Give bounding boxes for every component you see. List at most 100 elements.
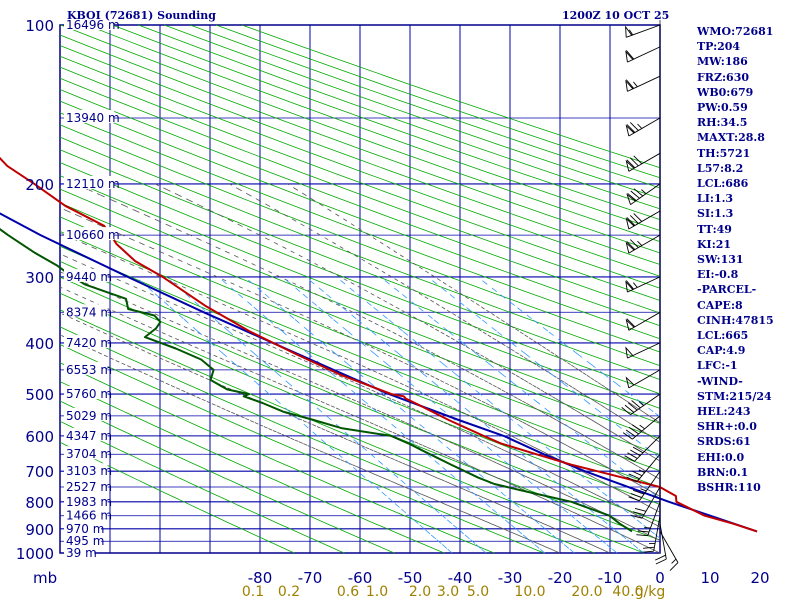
sounding-index: KI:21 — [697, 237, 732, 251]
wind-barb-850 — [642, 515, 661, 553]
height-label: 2527 m — [66, 480, 112, 494]
sounding-index: SHR+:0.0 — [697, 420, 757, 434]
sounding-index: BSHR:110 — [697, 481, 761, 495]
temperature-tick-label: -80 — [248, 569, 273, 587]
dry-adiabat — [60, 24, 661, 242]
temperature-tick-label: -40 — [448, 569, 473, 587]
wind-barb-400 — [625, 342, 661, 359]
mixing-ratio-label: 5.0 — [467, 584, 489, 600]
height-label: 4347 m — [66, 429, 112, 443]
dry-adiabat — [59, 162, 661, 395]
dry-adiabat — [59, 55, 661, 277]
height-label: 5760 m — [66, 387, 112, 401]
height-label-bg — [64, 507, 108, 521]
mixing-ratio-label: 0.6 — [337, 584, 359, 600]
dry-adiabat — [59, 77, 661, 301]
height-label: 7420 m — [66, 336, 112, 350]
dry-adiabat — [190, 24, 661, 189]
adiabat-lines — [59, 24, 661, 554]
height-label-bg — [64, 479, 108, 493]
sounding-index: TP:204 — [697, 40, 741, 54]
sounding-index: CAPE:8 — [697, 298, 743, 312]
wind-barb-500 — [621, 393, 661, 416]
sounding-index: WMO:72681 — [697, 25, 774, 38]
sounding-index: CAP:4.9 — [697, 344, 746, 358]
mixing-ratio-label: 10.0 — [514, 584, 545, 600]
height-label: 13940 m — [66, 111, 120, 125]
dry-adiabat — [59, 66, 661, 289]
dry-adiabat — [59, 100, 661, 327]
mixing-ratio-line — [135, 276, 453, 554]
wind-barb-125 — [625, 75, 661, 92]
wind-barb-110 — [625, 46, 661, 63]
dry-adiabat — [215, 24, 661, 179]
wind-barb-700 — [628, 470, 661, 502]
height-label: 970 m — [66, 522, 104, 536]
height-label: 3704 m — [66, 447, 112, 461]
wind-barbs — [621, 20, 679, 571]
dry-adiabat — [59, 202, 661, 440]
height-label-bg — [64, 304, 108, 318]
height-label-bg — [64, 227, 115, 241]
dry-adiabat — [86, 24, 661, 231]
pressure-tick-label: 800 — [25, 494, 54, 512]
wind-barb-750 — [630, 486, 661, 519]
mixing-ratio-label: 1.0 — [366, 584, 388, 600]
sounding-index: TT:49 — [697, 222, 732, 236]
height-label-bg — [64, 493, 108, 507]
dry-adiabat — [59, 175, 661, 409]
temperature-tick-label: -20 — [548, 569, 573, 587]
height-label-bg — [64, 109, 115, 123]
moist-adiabat — [59, 312, 611, 554]
temperature-tick-label: -70 — [298, 569, 323, 587]
dry-adiabat — [59, 400, 395, 554]
temperature-tick-label: -10 — [598, 569, 623, 587]
moist-adiabat — [154, 183, 661, 462]
mixing-ratio-line — [282, 276, 618, 554]
height-label-bg — [64, 520, 101, 534]
height-label-bg — [64, 268, 108, 282]
sounding-index: FRZ:630 — [697, 70, 750, 84]
wind-barb-175 — [625, 152, 661, 172]
moist-adiabat — [59, 271, 661, 541]
wind-barb-100 — [625, 24, 661, 38]
moist-adiabat — [59, 253, 661, 528]
temperature-tick-label: -30 — [498, 569, 523, 587]
height-label: 495 m — [66, 534, 104, 548]
dry-adiabat — [59, 149, 661, 380]
wind-barb-150 — [625, 117, 661, 137]
height-label-bg — [64, 361, 108, 375]
pressure-tick-label: 700 — [25, 463, 54, 481]
height-label: 6553 m — [66, 363, 112, 377]
height-label: 1983 m — [66, 495, 112, 509]
sounding-index: LCL:686 — [697, 177, 749, 191]
dry-adiabat — [138, 24, 661, 210]
sounding-index: SW:131 — [697, 253, 744, 267]
mixing-ratio-label: 20.0 — [571, 584, 602, 600]
height-label-bg — [64, 533, 101, 547]
wind-barb-200 — [626, 183, 661, 205]
sounding-index: EHI:0.0 — [697, 450, 745, 464]
dry-adiabat — [59, 261, 661, 505]
height-label: 3103 m — [66, 464, 112, 478]
mixing-ratio-line — [305, 276, 644, 554]
dry-adiabat — [59, 124, 661, 353]
sounding-index: LI:1.3 — [697, 192, 734, 206]
pressure-tick-label: 600 — [25, 428, 54, 446]
height-label: 1466 m — [66, 509, 112, 523]
sounding-index: LFC:-1 — [697, 359, 738, 373]
sounding-index: -WIND- — [697, 374, 743, 388]
wind-barb-650 — [626, 453, 661, 483]
wind-barb-800 — [636, 501, 661, 537]
pressure-tick-label: 200 — [25, 176, 54, 194]
height-label: 39 m — [66, 546, 97, 560]
dry-adiabat — [59, 326, 595, 554]
moist-adiabat — [75, 183, 661, 480]
height-label-bg — [64, 175, 115, 189]
height-label-bg — [64, 545, 95, 558]
dry-adiabat — [112, 24, 661, 220]
mixing-ratio-line — [218, 276, 546, 554]
mixing-ratio-label: g/kg — [635, 584, 666, 600]
mixing-ratio-line — [336, 276, 661, 539]
